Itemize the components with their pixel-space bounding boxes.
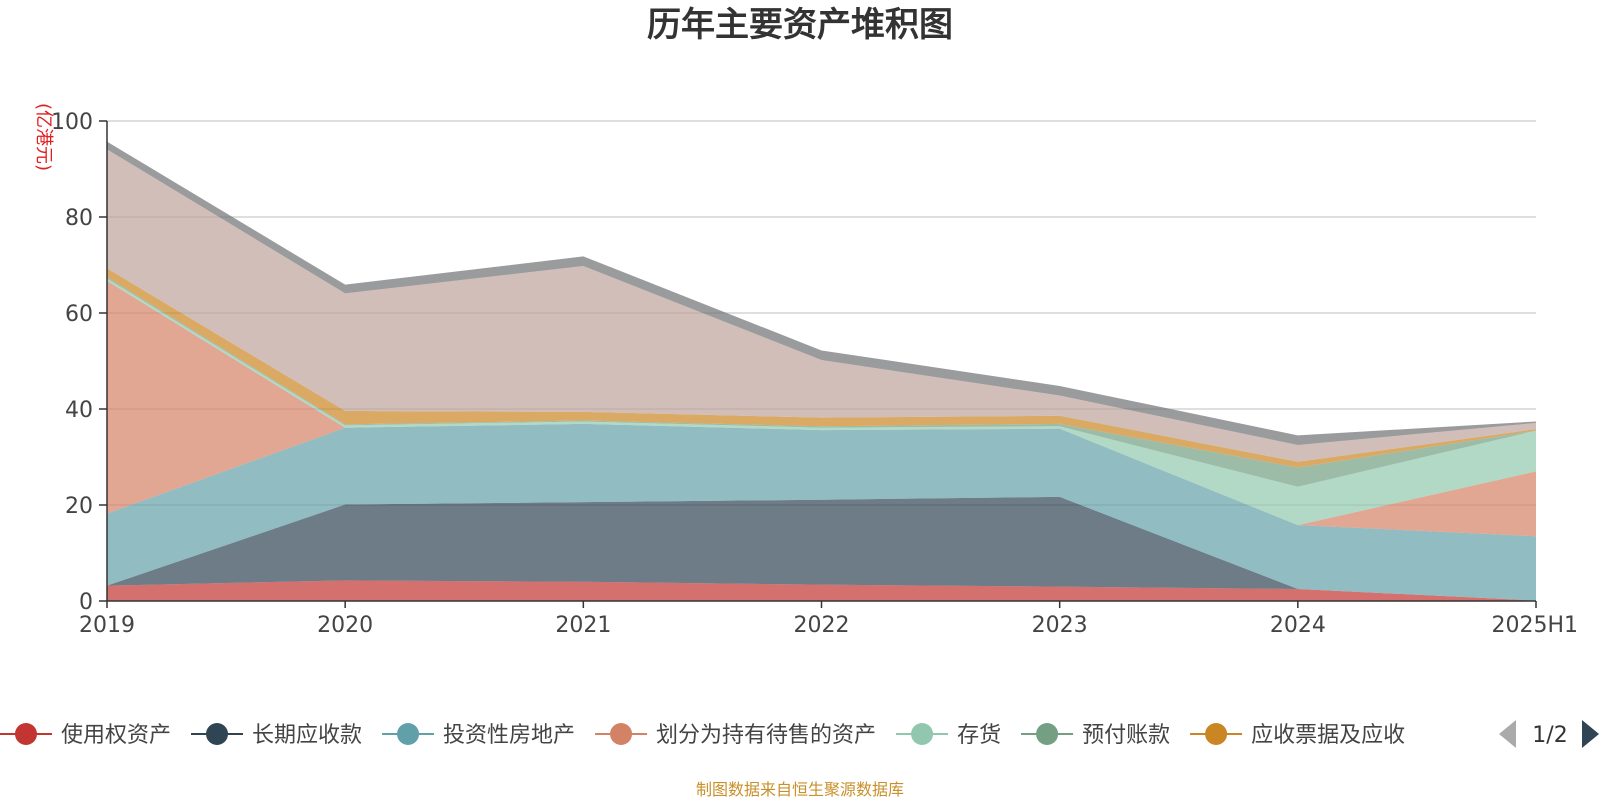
y-tick-label: 80 xyxy=(65,206,93,231)
x-tick-label: 2021 xyxy=(555,613,611,638)
legend-item[interactable]: 使用权资产 xyxy=(0,723,171,748)
area-series-6 xyxy=(107,268,1536,468)
area-series-0 xyxy=(107,580,1536,601)
legend-marker-icon xyxy=(911,723,934,745)
legend-item[interactable]: 划分为持有待售的资产 xyxy=(595,723,876,748)
legend-marker-icon xyxy=(15,723,37,745)
y-tick-label: 60 xyxy=(65,302,93,327)
legend-label: 投资性房地产 xyxy=(443,723,575,748)
axes: 0 20 40 60 80 100 2019 2020 2021 2022 2023 2024 2025… xyxy=(51,110,1578,638)
x-tick-label: 2023 xyxy=(1032,613,1088,638)
legend-item[interactable]: 存货 xyxy=(896,723,1001,748)
area-series-1 xyxy=(107,496,1536,601)
legend-label: 使用权资产 xyxy=(61,723,171,748)
y-tick-label: 20 xyxy=(65,494,93,519)
legend-next-page-icon[interactable] xyxy=(1582,720,1599,748)
area-series-3 xyxy=(107,280,1536,537)
legend-marker-icon xyxy=(397,723,420,745)
stacked-areas xyxy=(107,141,1536,601)
x-tick-label: 2024 xyxy=(1270,613,1326,638)
legend-label: 划分为持有待售的资产 xyxy=(656,723,876,748)
y-tick-label: 40 xyxy=(65,398,93,423)
legend-label: 预付账款 xyxy=(1082,723,1170,748)
legend-item[interactable]: 预付账款 xyxy=(1021,723,1170,748)
legend-pager: 1/2 xyxy=(1499,720,1599,748)
legend: 使用权资产 长期应收款 投资性房地产 划分为持有待售的资产 存货 预付账款 应收票据及应收 xyxy=(0,723,1405,748)
x-tick-label: 2019 xyxy=(79,613,135,638)
area-series-2 xyxy=(107,423,1536,601)
chart-title: 历年主要资产堆积图 xyxy=(647,5,953,45)
legend-prev-page-icon[interactable] xyxy=(1499,720,1516,748)
data-source-note: 制图数据来自恒生聚源数据库 xyxy=(696,780,904,799)
legend-label: 存货 xyxy=(957,723,1001,748)
area-series-7 xyxy=(107,149,1536,462)
y-tick-label: 0 xyxy=(79,590,93,615)
legend-marker-icon xyxy=(1205,723,1228,745)
legend-marker-icon xyxy=(610,723,633,745)
legend-page-indicator: 1/2 xyxy=(1532,723,1567,748)
legend-item[interactable]: 应收票据及应收 xyxy=(1190,723,1405,748)
y-axis-unit: (亿港元) xyxy=(33,103,54,171)
legend-marker-icon xyxy=(206,723,229,745)
x-tick-label: 2020 xyxy=(317,613,373,638)
legend-item[interactable]: 投资性房地产 xyxy=(382,723,575,748)
y-tick-label: 100 xyxy=(51,110,93,135)
area-series-4 xyxy=(107,278,1536,526)
x-tick-label: 2022 xyxy=(794,613,850,638)
legend-label: 长期应收款 xyxy=(252,723,362,748)
legend-item[interactable]: 长期应收款 xyxy=(191,723,362,748)
legend-label: 应收票据及应收 xyxy=(1251,723,1405,748)
legend-marker-icon xyxy=(1036,723,1059,745)
x-tick-label: 2025H1 xyxy=(1491,613,1578,638)
